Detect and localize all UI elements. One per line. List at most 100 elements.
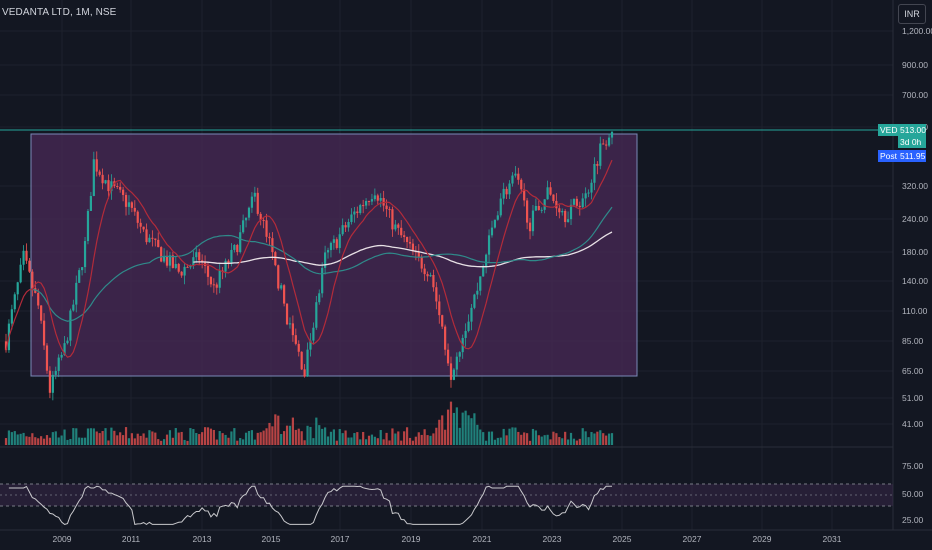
volume-bar — [382, 439, 385, 445]
volume-bar — [350, 437, 353, 445]
candle-body — [511, 175, 514, 184]
volume-bar — [590, 432, 593, 445]
candle-body — [247, 207, 251, 218]
volume-bar — [605, 435, 608, 445]
time-tick-label: 2015 — [262, 534, 281, 544]
volume-bar — [444, 429, 447, 445]
volume-bar — [192, 429, 195, 445]
candle-body — [183, 266, 186, 276]
candle-body — [22, 250, 25, 265]
volume-bar — [280, 434, 283, 445]
volume-bar — [496, 437, 499, 445]
volume-bar — [610, 433, 614, 445]
time-tick-label: 2019 — [402, 534, 421, 544]
volume-bar — [397, 431, 400, 445]
volume-bar — [101, 431, 104, 445]
volume-bar — [367, 435, 371, 445]
volume-bar — [326, 436, 330, 445]
candle-body — [78, 270, 81, 283]
candle-body — [400, 227, 403, 236]
volume-bar — [212, 429, 215, 445]
volume-bar — [441, 415, 444, 445]
candle-body — [388, 209, 391, 211]
volume-bar — [578, 438, 581, 445]
candle-body — [37, 292, 40, 306]
volume-bar — [130, 433, 133, 445]
price-tick-label: 1,200.00 — [902, 26, 932, 36]
rsi-tick-label: 75.00 — [902, 461, 924, 471]
volume-bar — [75, 428, 78, 445]
volume-bar — [89, 428, 92, 445]
volume-bar — [411, 440, 415, 445]
candle-body — [605, 144, 608, 146]
candle-body — [408, 242, 412, 244]
volume-bar — [303, 440, 306, 445]
volume-bar — [338, 429, 341, 445]
currency-button[interactable]: INR — [898, 4, 926, 24]
volume-bar — [455, 407, 458, 445]
candle-body — [417, 251, 420, 257]
candle-body — [493, 219, 496, 228]
candle-body — [122, 189, 125, 195]
candle-body — [496, 215, 499, 220]
candle-body — [256, 192, 259, 214]
candle-body — [165, 255, 169, 266]
volume-bar — [224, 434, 227, 445]
candle-body — [195, 252, 198, 258]
candle-body — [75, 282, 78, 305]
volume-bar — [110, 427, 113, 445]
volume-bar — [227, 437, 230, 445]
volume-bar — [57, 437, 60, 445]
candle-body — [596, 163, 599, 166]
volume-bar — [370, 434, 374, 445]
candle-body — [549, 187, 552, 195]
candle-body — [98, 171, 101, 175]
volume-bar — [48, 437, 52, 445]
volume-bar — [552, 431, 555, 445]
volume-bar — [262, 430, 265, 445]
candle-body — [607, 137, 611, 146]
volume-bar — [250, 430, 254, 445]
volume-bar — [315, 417, 318, 445]
time-tick-label: 2009 — [53, 534, 72, 544]
volume-bar — [239, 438, 242, 445]
candle-body — [242, 220, 245, 233]
candle-body — [244, 217, 248, 221]
candle-body — [280, 285, 283, 289]
candle-body — [561, 210, 564, 213]
candle-body — [40, 305, 43, 321]
candle-body — [432, 274, 435, 288]
candle-body — [572, 198, 576, 205]
candle-body — [236, 244, 239, 253]
volume-bar — [373, 436, 376, 445]
candle-body — [28, 260, 31, 272]
volume-bar — [464, 410, 467, 445]
candle-body — [206, 266, 210, 277]
volume-bar — [51, 432, 54, 445]
volume-bar — [16, 434, 19, 445]
candle-body — [370, 199, 374, 202]
post-market-price: 511.95 — [898, 150, 926, 162]
candle-body — [151, 237, 154, 239]
volume-bar — [528, 440, 532, 445]
candle-body — [470, 307, 473, 322]
candle-body — [564, 210, 567, 223]
candle-body — [86, 210, 90, 242]
volume-bar — [514, 427, 517, 445]
candle-body — [171, 255, 174, 268]
candle-body — [265, 220, 268, 237]
volume-bar — [405, 427, 409, 445]
volume-bar — [435, 427, 438, 445]
candles — [4, 131, 614, 401]
volume-bar — [499, 437, 502, 445]
volume-bar — [566, 439, 570, 445]
candle-body — [487, 235, 491, 255]
volume-bar — [72, 428, 75, 445]
volume-bar — [602, 433, 605, 445]
candle-body — [555, 200, 558, 209]
candle-body — [262, 220, 265, 222]
bar-countdown: 3d 0h — [898, 136, 926, 148]
candle-body — [485, 254, 488, 267]
candle-body — [353, 211, 356, 215]
